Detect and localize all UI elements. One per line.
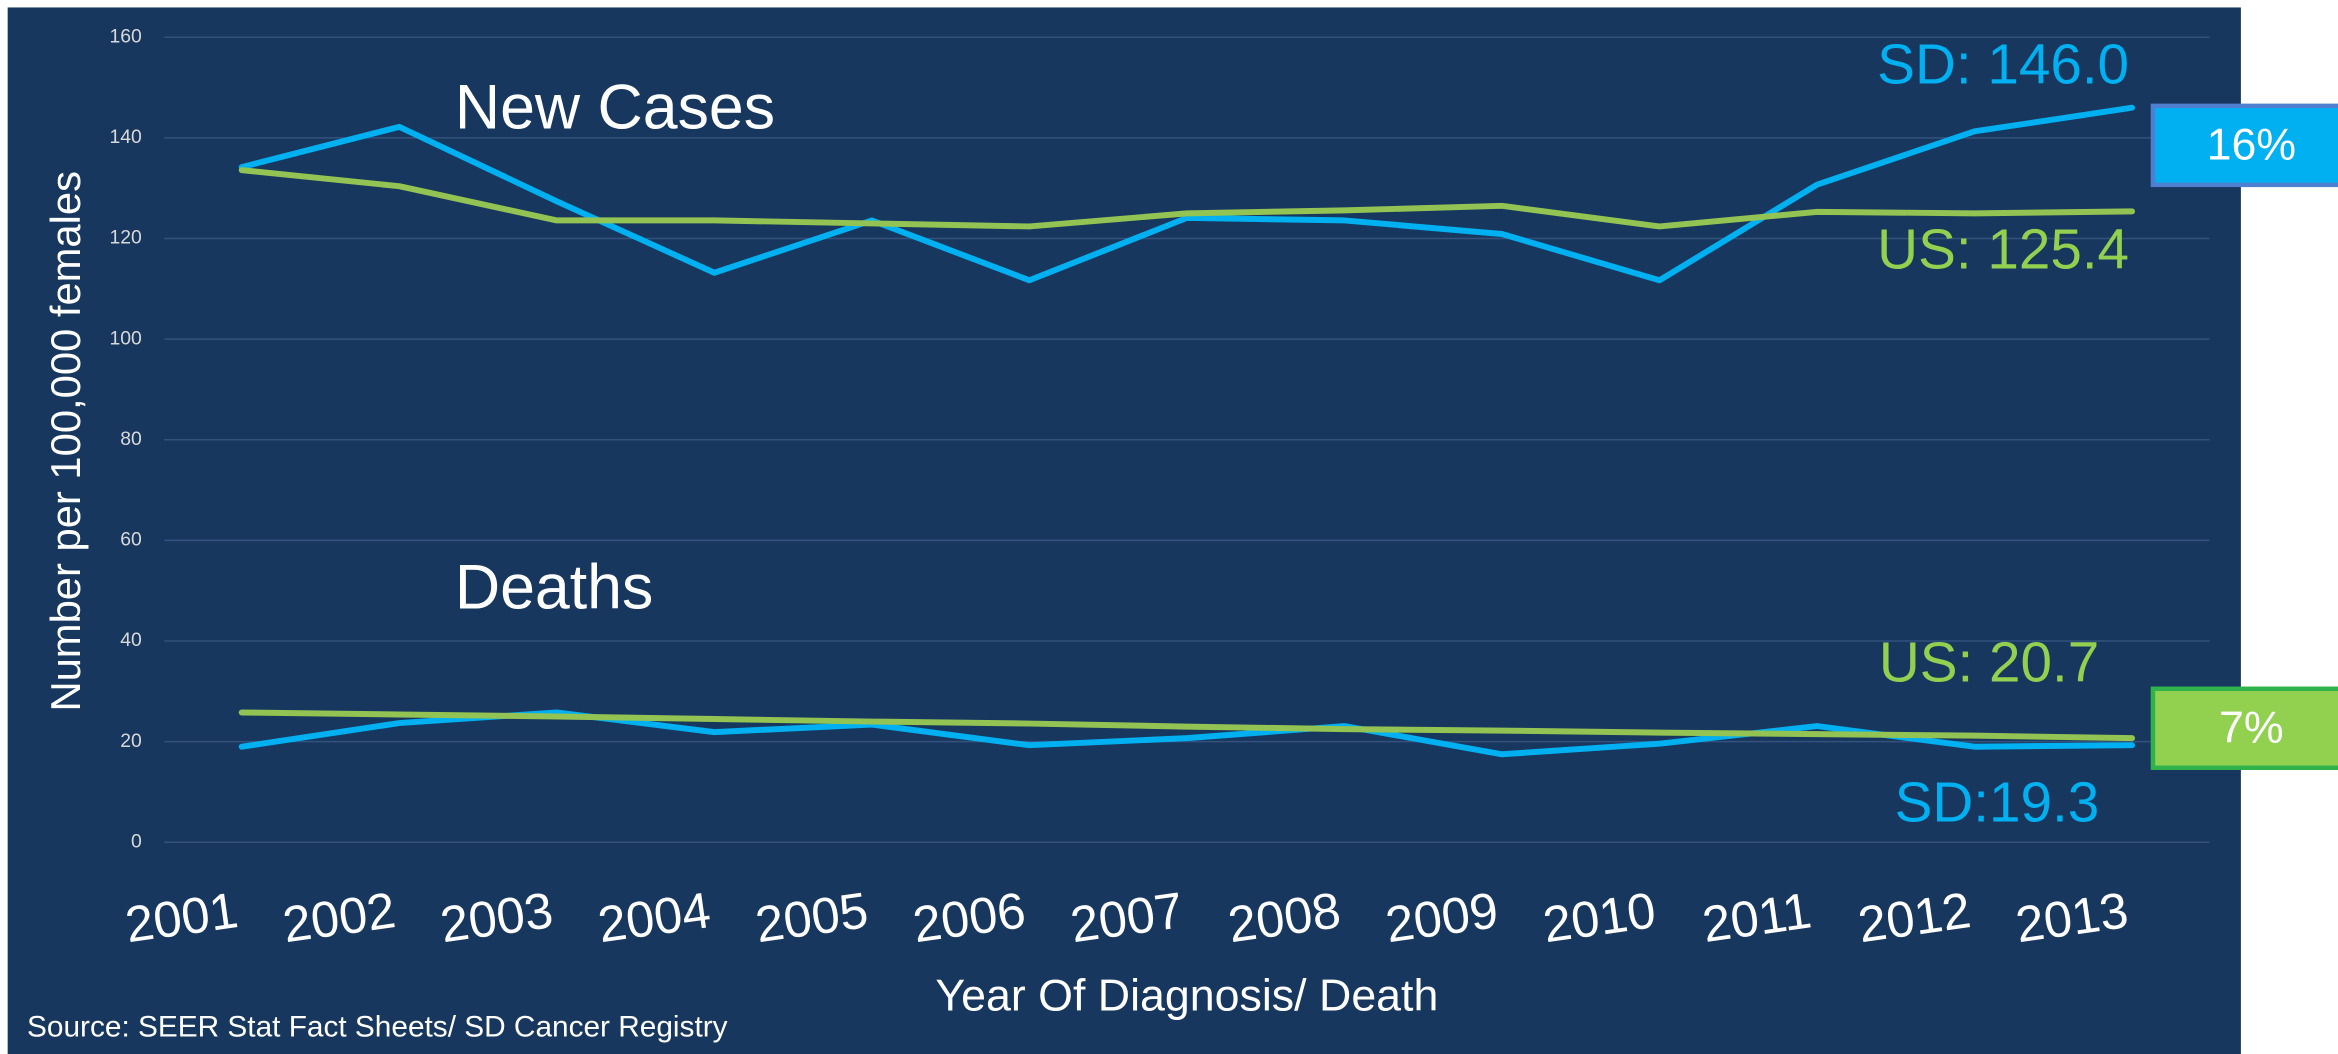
line (238, 167, 2136, 230)
callout-box (2150, 103, 2338, 188)
annotation: US: 125.4 (1877, 218, 2129, 281)
source: Source: SEER Stat Fact Sheets/ SD Cancer… (27, 1011, 728, 1044)
annotation: US: 20.7 (1879, 631, 2099, 694)
y-tick-label: 0 (131, 830, 142, 852)
line (238, 709, 2136, 742)
y-tick-label: 40 (120, 629, 142, 651)
callout-label: 7% (2219, 703, 2284, 752)
callout-label: 16% (2207, 120, 2297, 169)
annotation: SD:19.3 (1895, 771, 2100, 834)
y-tick-label: 100 (110, 327, 143, 349)
annotation: SD: 146.0 (1877, 34, 2129, 97)
y-tick-label: 120 (110, 227, 143, 249)
y-tick-label: 160 (110, 25, 143, 47)
y-tick-label: 140 (110, 126, 143, 148)
line (238, 709, 2136, 758)
y-tick-label: 80 (120, 428, 142, 450)
annotation: New Cases (455, 72, 775, 142)
y-tick-label: 60 (120, 529, 142, 551)
y-axis-label: Number per 100,000 females (42, 171, 89, 712)
callout-box (2150, 686, 2338, 771)
x-axis-label: Year Of Diagnosis/ Death (935, 972, 1438, 1021)
line (238, 104, 2136, 284)
annotation: Deaths (455, 552, 653, 622)
y-tick-label: 20 (120, 730, 142, 752)
